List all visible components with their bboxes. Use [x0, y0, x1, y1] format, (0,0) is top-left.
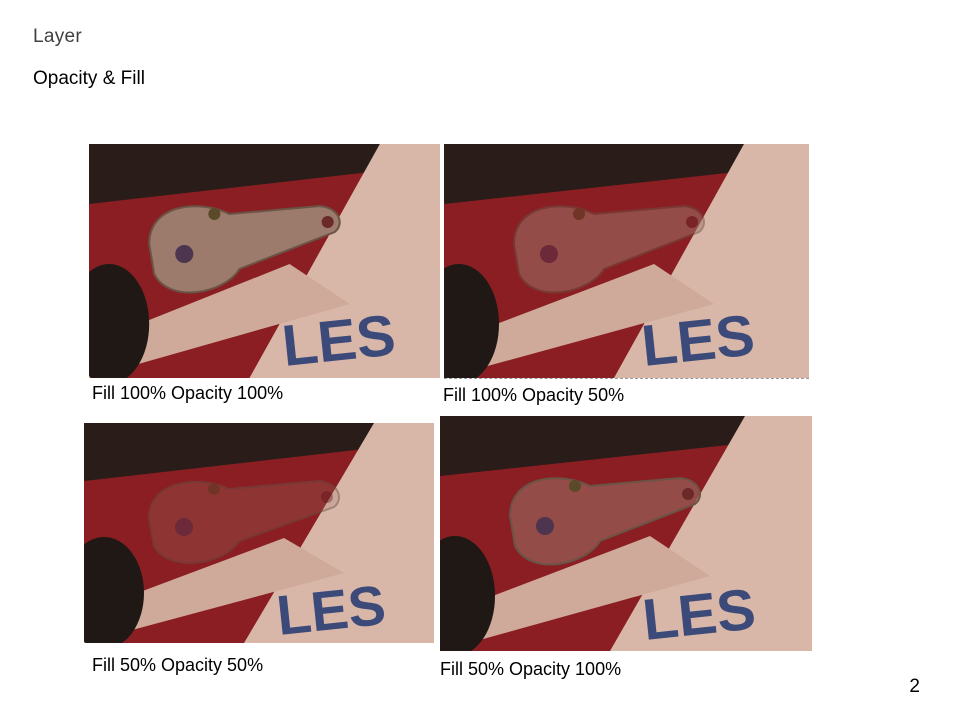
photo-scene: LES	[84, 423, 434, 643]
caption-fill50-opacity100: Fill 50% Opacity 100%	[440, 659, 622, 679]
photo-fill50-opacity50: LES	[84, 423, 434, 643]
photo-scene: LES	[444, 144, 809, 378]
photo-scene: LES	[89, 144, 440, 378]
layer-shape	[147, 479, 340, 564]
svg-text:LES: LES	[274, 573, 389, 643]
svg-text:LES: LES	[640, 576, 759, 651]
caption-fill50-opacity50: Fill 50% Opacity 50%	[92, 655, 264, 675]
photo-fill50-opacity100: LES	[440, 416, 812, 651]
page-number: 2	[909, 676, 920, 697]
slide-title: Layer	[33, 26, 83, 47]
layer-shape	[512, 204, 705, 294]
photo-scene: LES	[440, 416, 812, 651]
slide-subtitle: Opacity & Fill	[33, 68, 145, 89]
caption-fill100-opacity50: Fill 100% Opacity 50%	[443, 385, 625, 405]
photo-fill100-opacity100: LES	[89, 144, 440, 378]
caption-fill100-opacity100: Fill 100% Opacity 100%	[92, 383, 284, 403]
svg-text:LES: LES	[279, 303, 398, 378]
layer-shape	[508, 476, 701, 566]
layer-shape	[148, 204, 341, 294]
photo-fill100-opacity50: LES	[444, 144, 809, 379]
svg-text:LES: LES	[639, 302, 758, 378]
